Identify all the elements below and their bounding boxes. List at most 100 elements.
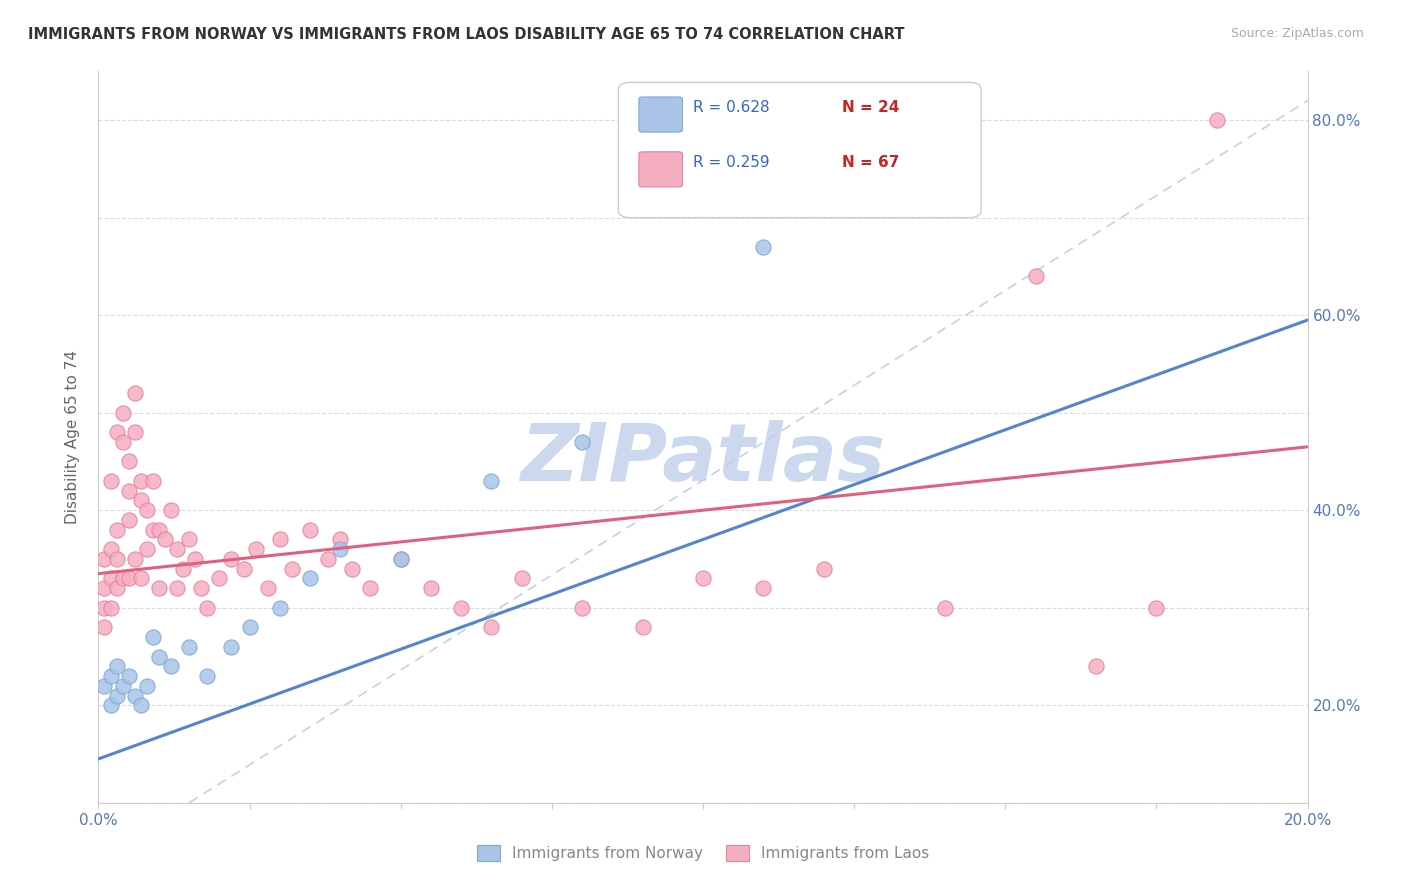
Point [148, 649, 170, 664]
Y-axis label: Disability Age 65 to 74: Disability Age 65 to 74 [65, 350, 80, 524]
Point [100, 474, 122, 488]
Point [93, 600, 115, 615]
Point [195, 669, 218, 683]
Point [118, 454, 141, 468]
Point [692, 572, 714, 586]
Point [1206, 113, 1229, 128]
Point [481, 474, 503, 488]
FancyBboxPatch shape [619, 82, 981, 218]
Point [239, 620, 262, 634]
Point [360, 581, 382, 595]
Point [105, 581, 128, 595]
Point [179, 640, 201, 654]
Point [93, 620, 115, 634]
Point [510, 572, 533, 586]
Point [153, 533, 176, 547]
Legend: Immigrants from Norway, Immigrants from Laos: Immigrants from Norway, Immigrants from … [477, 845, 929, 861]
Point [389, 552, 412, 566]
Point [129, 698, 152, 713]
Point [129, 572, 152, 586]
Point [118, 572, 141, 586]
Point [934, 600, 956, 615]
Point [100, 669, 122, 683]
Point [105, 523, 128, 537]
Point [118, 669, 141, 683]
Point [100, 542, 122, 557]
Point [342, 562, 364, 576]
Point [148, 523, 170, 537]
Point [1144, 600, 1167, 615]
Text: ZIPatlas: ZIPatlas [520, 420, 886, 498]
Point [420, 581, 443, 595]
Point [142, 630, 165, 644]
Point [135, 679, 157, 693]
Point [269, 533, 291, 547]
Point [100, 600, 122, 615]
Point [571, 600, 593, 615]
Point [299, 572, 322, 586]
Point [752, 581, 775, 595]
Point [93, 552, 115, 566]
Point [256, 581, 278, 595]
Point [160, 503, 183, 517]
Text: IMMIGRANTS FROM NORWAY VS IMMIGRANTS FROM LAOS DISABILITY AGE 65 TO 74 CORRELATI: IMMIGRANTS FROM NORWAY VS IMMIGRANTS FRO… [28, 27, 904, 42]
FancyBboxPatch shape [638, 152, 682, 187]
Point [129, 493, 152, 508]
Point [299, 523, 322, 537]
Text: N = 67: N = 67 [842, 155, 900, 170]
Point [100, 572, 122, 586]
Point [208, 572, 231, 586]
Point [329, 542, 352, 557]
Point [221, 552, 243, 566]
Point [93, 581, 115, 595]
Point [135, 503, 157, 517]
Point [148, 581, 170, 595]
Point [190, 581, 212, 595]
Point [142, 474, 165, 488]
Point [111, 434, 134, 449]
Point [105, 689, 128, 703]
Point [481, 620, 503, 634]
Point [124, 689, 146, 703]
Point [329, 533, 352, 547]
Point [450, 600, 472, 615]
Point [111, 572, 134, 586]
Point [752, 240, 775, 254]
Point [105, 552, 128, 566]
Point [118, 513, 141, 527]
Point [142, 523, 165, 537]
Point [129, 474, 152, 488]
Point [179, 533, 201, 547]
Point [813, 562, 835, 576]
Point [281, 562, 304, 576]
Point [172, 562, 194, 576]
Point [135, 542, 157, 557]
Point [166, 542, 188, 557]
Point [93, 679, 115, 693]
Point [232, 562, 254, 576]
Point [195, 600, 218, 615]
Point [571, 434, 593, 449]
Point [245, 542, 267, 557]
Point [124, 552, 146, 566]
FancyBboxPatch shape [638, 97, 682, 132]
Point [221, 640, 243, 654]
Point [124, 425, 146, 440]
Point [160, 659, 183, 673]
Point [105, 659, 128, 673]
Point [184, 552, 207, 566]
Point [631, 620, 654, 634]
Point [100, 698, 122, 713]
Point [316, 552, 339, 566]
Point [111, 679, 134, 693]
Text: R = 0.628: R = 0.628 [693, 101, 770, 115]
Point [111, 406, 134, 420]
Point [124, 386, 146, 401]
Point [105, 425, 128, 440]
Point [118, 483, 141, 498]
Point [389, 552, 412, 566]
Text: R = 0.259: R = 0.259 [693, 155, 770, 170]
Text: N = 24: N = 24 [842, 101, 900, 115]
Point [269, 600, 291, 615]
Point [1024, 269, 1046, 284]
